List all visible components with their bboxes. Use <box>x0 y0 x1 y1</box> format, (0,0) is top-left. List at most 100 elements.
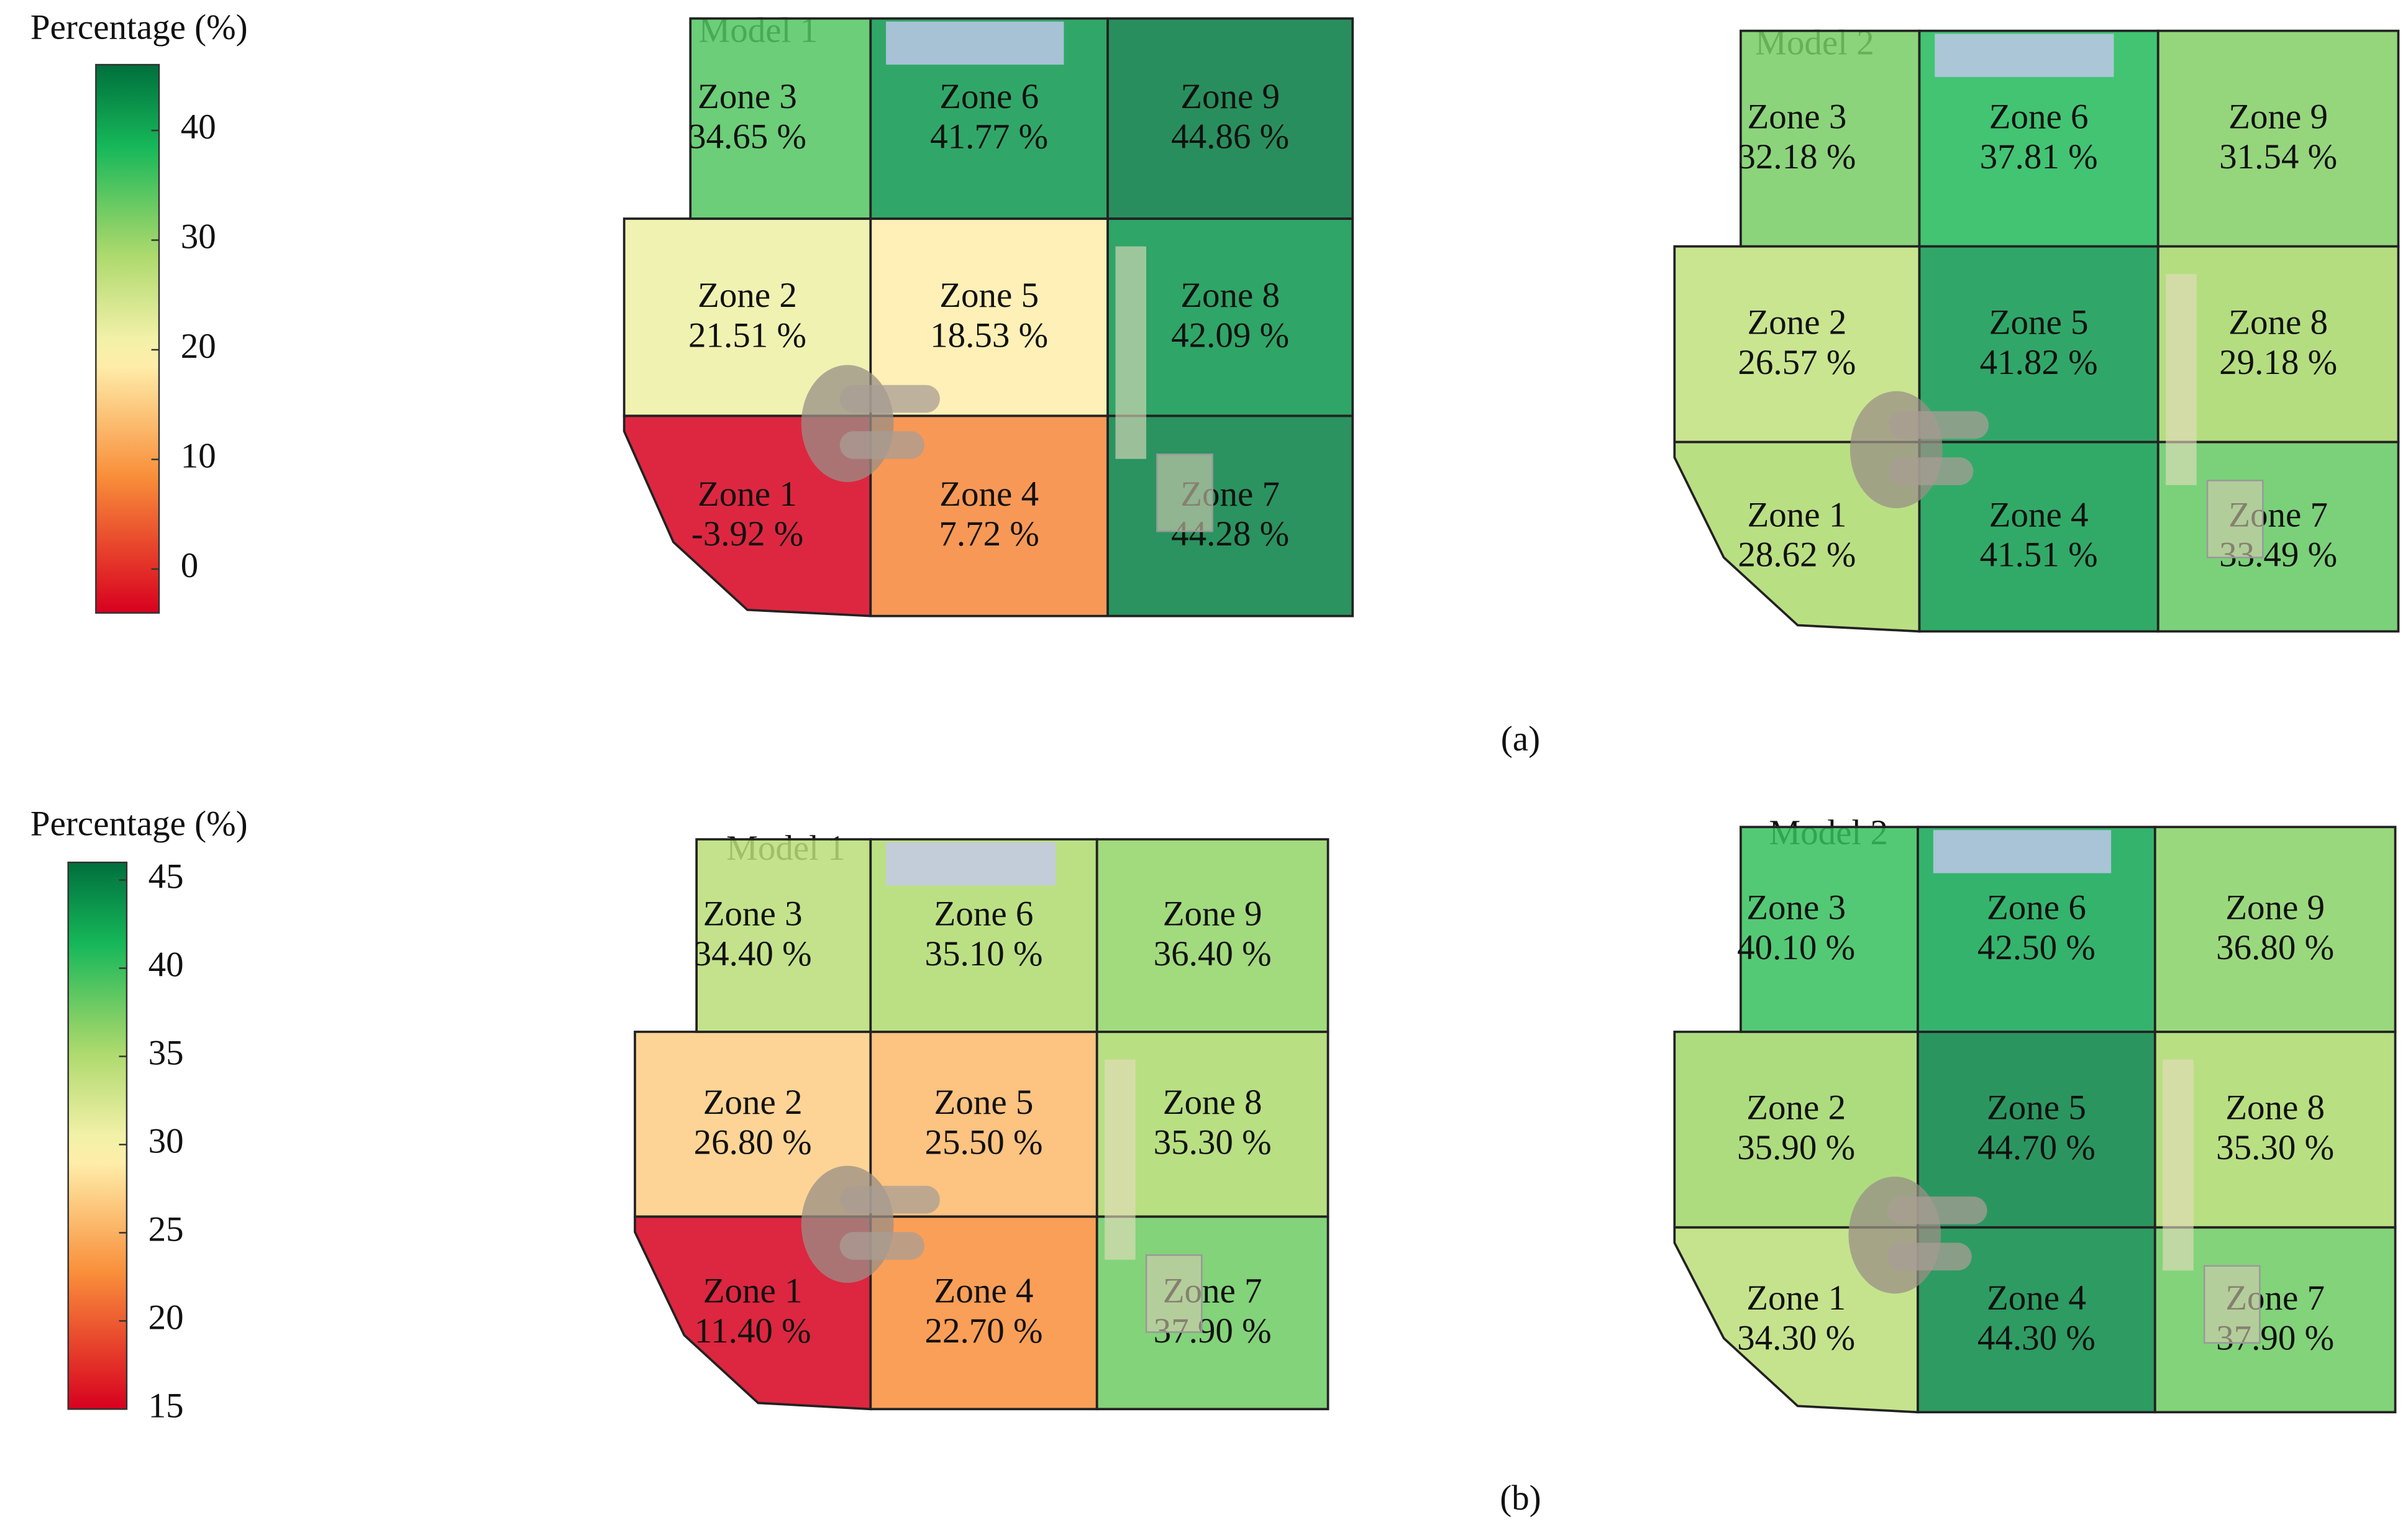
duct <box>2163 1059 2194 1271</box>
colorbar-tick-label: 0 <box>181 546 199 585</box>
zone-name: Zone 2 <box>703 1083 803 1122</box>
zone-value: 26.80 % <box>694 1123 812 1162</box>
zone-value: 26.57 % <box>1738 343 1856 382</box>
duct <box>1115 246 1147 459</box>
zone-value: 44.86 % <box>1171 117 1289 157</box>
zone-value: 34.30 % <box>1737 1318 1855 1357</box>
zone-value: 37.81 % <box>1980 137 2098 176</box>
zone-value: 36.80 % <box>2216 928 2334 967</box>
zone-name: Zone 6 <box>939 77 1039 116</box>
zone-value: 35.10 % <box>925 934 1043 973</box>
zone-value: -3.92 % <box>691 514 803 554</box>
zone-name: Zone 5 <box>1987 1088 2086 1128</box>
zone-name: Zone 9 <box>1163 894 1262 933</box>
zone-value: 41.51 % <box>1980 535 2098 575</box>
zone-name: Zone 2 <box>698 276 797 315</box>
zone-value: 18.53 % <box>930 316 1048 355</box>
zone-name: Zone 1 <box>698 475 797 514</box>
zone-name: Zone 4 <box>1987 1278 2086 1318</box>
colorbar-tick-label: 35 <box>148 1034 184 1073</box>
human-arms <box>839 385 940 413</box>
human-legs <box>1887 1242 1972 1271</box>
human-arms <box>839 1185 940 1214</box>
human-figure <box>1848 1176 1941 1294</box>
zone-name: Zone 4 <box>939 475 1039 514</box>
zone-value: 36.40 % <box>1154 934 1272 973</box>
colorbar-tick-label: 30 <box>148 1122 184 1161</box>
zone-value: 35.30 % <box>1154 1123 1272 1162</box>
colorbar-tick-label: 10 <box>181 437 216 476</box>
zone-value: 40.10 % <box>1737 928 1855 967</box>
zone-value: 34.65 % <box>688 117 806 157</box>
colorbar-tick-label: 45 <box>148 857 184 896</box>
zone-name: Zone 8 <box>2228 303 2328 342</box>
unit <box>2206 480 2264 558</box>
panel-label: (a) <box>1501 719 1540 759</box>
zone-name: Zone 2 <box>1747 303 1846 342</box>
colorbar-tick-label: 40 <box>148 945 184 985</box>
zone <box>1095 838 1329 1033</box>
colorbar-tick-label: 15 <box>148 1386 184 1425</box>
zone-name: Zone 8 <box>1180 276 1280 315</box>
window <box>1933 830 2112 873</box>
zone <box>1106 17 1354 220</box>
window <box>886 842 1056 886</box>
zone-name: Zone 1 <box>1747 495 1846 534</box>
human-arms <box>1887 1196 1987 1224</box>
zone-value: 41.77 % <box>930 117 1048 157</box>
zone-value: 28.62 % <box>1738 535 1856 575</box>
human-legs <box>839 1232 925 1260</box>
unit <box>1145 1254 1203 1333</box>
colorbar-title: Percentage (%) <box>30 804 248 843</box>
zone-name: Zone 8 <box>1163 1083 1262 1122</box>
window <box>1935 34 2114 77</box>
zone-value: 22.70 % <box>925 1311 1043 1351</box>
human-figure <box>801 1165 894 1283</box>
panel-label: (b) <box>1500 1478 1541 1518</box>
zone-value: 7.72 % <box>939 514 1039 554</box>
zone-name: Zone 1 <box>703 1272 803 1311</box>
zone-value: 35.30 % <box>2216 1128 2334 1167</box>
colorbar-tick-label: 20 <box>181 327 216 366</box>
zone-value: 11.40 % <box>695 1311 811 1351</box>
zone-name: Zone 3 <box>698 77 797 116</box>
colorbar-tick-label: 25 <box>148 1210 184 1249</box>
zone-name: Zone 6 <box>1989 97 2089 136</box>
unit <box>2203 1265 2261 1344</box>
duct <box>2166 274 2197 485</box>
colorbar-tick-label: 30 <box>181 217 216 257</box>
colorbar-tick-label: 40 <box>181 107 216 147</box>
zone-value: 41.82 % <box>1980 343 2098 382</box>
window <box>886 21 1064 65</box>
zone-name: Zone 6 <box>1987 888 2086 927</box>
human-figure <box>1849 391 1943 509</box>
zone-name: Zone 9 <box>2225 888 2325 927</box>
zone-value: 42.50 % <box>1977 928 2096 967</box>
zone-name: Zone 3 <box>1747 97 1846 136</box>
zone-name: Zone 4 <box>934 1272 1034 1311</box>
zone-name: Zone 5 <box>939 276 1039 315</box>
zone-name: Zone 3 <box>703 894 803 933</box>
zone-name: Zone 5 <box>1989 303 2089 342</box>
zone-name: Zone 6 <box>934 894 1034 933</box>
zone-value: 35.90 % <box>1737 1128 1855 1167</box>
zone-value: 42.09 % <box>1171 316 1289 355</box>
zone <box>2156 29 2400 248</box>
zone-name: Zone 4 <box>1989 495 2089 534</box>
zone-value: 32.18 % <box>1738 137 1856 176</box>
colorbar <box>67 862 128 1410</box>
zone-name: Zone 9 <box>2228 97 2328 136</box>
human-figure <box>801 365 894 482</box>
zone-name: Zone 2 <box>1746 1088 1846 1128</box>
zone-value: 34.40 % <box>694 934 812 973</box>
human-legs <box>839 431 925 459</box>
zone-value: 44.30 % <box>1977 1318 2096 1357</box>
zone-name: Zone 9 <box>1180 77 1280 116</box>
zone-name: Zone 3 <box>1746 888 1846 927</box>
human-legs <box>1888 457 1974 485</box>
colorbar-tick-label: 20 <box>148 1298 184 1337</box>
duct <box>1105 1059 1136 1260</box>
zone-name: Zone 1 <box>1746 1278 1846 1318</box>
zone-value: 31.54 % <box>2219 137 2337 176</box>
